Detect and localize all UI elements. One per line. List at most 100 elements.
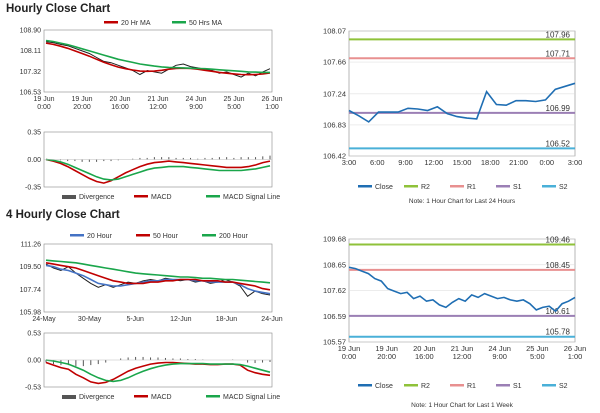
four-hourly-price-legend-swatch — [70, 234, 84, 237]
four-hourly-levels-series-close — [348, 266, 576, 313]
four-hourly-price-xtick: 12-Jun — [170, 316, 192, 323]
hourly-levels-level-label-s1: 106.99 — [546, 104, 571, 113]
hourly-price-ytick: 106.53 — [20, 90, 42, 97]
hourly-levels-level-label-s2: 106.52 — [546, 139, 571, 148]
four-hourly-price-xtick: 18-Jun — [216, 316, 238, 323]
hourly-macd-legend-swatch — [206, 195, 220, 198]
hourly-macd-ytick: -0.35 — [25, 185, 41, 192]
four-hourly-levels-level-label-r2: 109.46 — [546, 236, 571, 245]
hourly-macd-series-macd-signal-line — [45, 158, 271, 181]
hourly-macd-panel: 0.35 0.00 -0.35 — [25, 130, 273, 192]
hourly-levels-legend-label: S2 — [559, 184, 568, 191]
hourly-macd-legend-label: Divergence — [79, 194, 115, 201]
hourly-price-series-50-hrs-ma — [45, 39, 270, 74]
hourly-levels-legend-swatch — [450, 185, 464, 188]
four-hourly-price-legend-label: 50 Hour — [153, 233, 179, 240]
four-hourly-levels-xtick: 21 Jun 12:00 — [451, 344, 474, 361]
four-hourly-macd-panel: 0.53 0.00 -0.53 — [25, 331, 273, 392]
four-hourly-levels-xtick: 19 Jun 0:00 — [338, 344, 361, 361]
four-hourly-price-ytick: 107.74 — [20, 287, 42, 294]
four-hourly-macd-ytick: 0.53 — [27, 331, 41, 338]
four-hourly-macd-legend-swatch — [134, 395, 148, 398]
four-hourly-levels-legend-swatch — [542, 384, 556, 387]
hourly-levels-ytick: 107.66 — [323, 58, 346, 67]
four-hourly-price-frame — [43, 243, 273, 313]
hourly-levels-legend-swatch — [404, 185, 418, 188]
hourly-price-ytick: 108.11 — [20, 48, 41, 55]
hourly-levels-legend-label: R1 — [467, 184, 476, 191]
hourly-levels-xtick: 3:00 — [568, 158, 583, 167]
four-hourly-levels-level-label-s1: 106.61 — [546, 307, 571, 316]
four-hourly-price-series-50-hour — [45, 262, 271, 291]
hourly-macd-legend-label: MACD — [151, 194, 172, 201]
hourly-levels-level-label-r1: 107.71 — [546, 49, 571, 58]
hourly-price-xtick: 19 Jun 20:00 — [71, 96, 92, 111]
four-hourly-levels-ytick: 106.59 — [323, 312, 346, 321]
hourly-price-series-close — [45, 41, 271, 78]
hourly-price-legend-label: 50 Hrs MA — [189, 20, 222, 27]
four-hourly-levels-legend-label: Close — [375, 383, 393, 390]
four-hourly-macd-ytick: -0.53 — [25, 385, 41, 392]
four-hourly-levels-note: Note: 1 Hour Chart for Last 1 Week — [411, 402, 514, 409]
four-hourly-levels-level-label-r1: 108.45 — [546, 261, 571, 270]
hourly-levels-xtick: 21:00 — [509, 158, 528, 167]
hourly-levels-ytick: 106.42 — [323, 152, 346, 161]
hourly-levels-frame — [348, 30, 576, 157]
hourly-levels-legend-swatch — [542, 185, 556, 188]
four-hourly-macd-legend-swatch — [206, 395, 220, 398]
four-hourly-levels-xtick: 26 Jun 1:00 — [564, 344, 587, 361]
four-hourly-levels-legend-label: S2 — [559, 383, 568, 390]
hourly-macd-legend-swatch — [134, 195, 148, 198]
four-hourly-price-series-200-hour — [45, 259, 271, 284]
hourly-price-xtick: 24 Jun 9:00 — [185, 96, 206, 111]
hourly-levels-xtick: 3:00 — [342, 158, 357, 167]
hourly-levels-xtick: 15:00 — [453, 158, 472, 167]
four-hourly-levels-legend-label: R1 — [467, 383, 476, 390]
hourly-levels-xtick: 18:00 — [481, 158, 500, 167]
four-hourly-price-xtick: 5-Jun — [126, 316, 144, 323]
hourly-price-legend-swatch — [104, 21, 118, 24]
hourly-macd-legend-label: MACD Signal Line — [223, 194, 280, 201]
hourly-price-legend-label: 20 Hr MA — [121, 20, 151, 27]
hourly-levels-series-close — [348, 82, 576, 123]
hourly-macd-series-macd — [45, 158, 271, 184]
four-hourly-levels-legend-swatch — [450, 384, 464, 387]
four-hourly-price-legend-swatch — [202, 234, 216, 237]
hourly-levels-legend-label: S1 — [513, 184, 522, 191]
hourly-price-xtick: 25 Jun 5:00 — [223, 96, 244, 111]
four-hourly-price-xtick: 30-May — [78, 316, 102, 323]
hourly-levels-ytick: 107.24 — [323, 89, 346, 98]
four-hourly-levels-legend-swatch — [496, 384, 510, 387]
hourly-levels-xtick: 6:00 — [370, 158, 385, 167]
hourly-price-frame — [43, 29, 273, 93]
hourly-levels-level-label-r2: 107.96 — [546, 30, 571, 39]
four-hourly-macd-legend-swatch — [62, 395, 76, 399]
hourly-levels-note: Note: 1 Hour Chart for Last 24 Hours — [409, 198, 516, 205]
four-hourly-price-xtick: 24-Jun — [261, 316, 283, 323]
four-hourly-levels-legend-swatch — [404, 384, 418, 387]
four-hourly-price-xtick: 24-May — [32, 316, 56, 323]
four-hourly-macd-legend-label: MACD Signal Line — [223, 394, 280, 401]
hourly-price-xtick: 20 Jun 16:00 — [109, 96, 130, 111]
four-hourly-levels-xtick: 20 Jun 16:00 — [413, 344, 436, 361]
hourly-price-ytick: 108.90 — [20, 28, 42, 35]
four-hourly-levels-legend-swatch — [358, 384, 372, 387]
hourly-levels-legend-swatch — [496, 185, 510, 188]
four-hourly-macd-series-macd — [45, 361, 271, 385]
four-hourly-price-legend-label: 200 Hour — [219, 233, 248, 240]
hourly-levels-ytick: 106.83 — [323, 120, 346, 129]
four-hourly-price-ytick: 109.50 — [20, 264, 42, 271]
four-hourly-price-legend-swatch — [136, 234, 150, 237]
hourly-section-title: Hourly Close Chart — [6, 3, 111, 15]
hourly-price-xtick: 19 Jun 0:00 — [33, 96, 54, 111]
four-hourly-section-title: 4 Hourly Close Chart — [6, 209, 120, 221]
hourly-macd-legend-swatch — [62, 195, 76, 199]
four-hourly-price-ytick: 111.26 — [21, 242, 41, 249]
four-hourly-macd-legend-label: MACD — [151, 394, 172, 401]
four-hourly-macd-legend-label: Divergence — [79, 394, 115, 401]
